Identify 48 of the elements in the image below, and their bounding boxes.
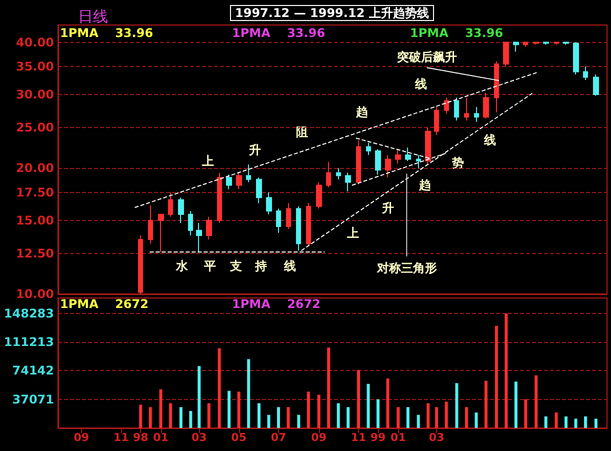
- annotation: 线: [483, 133, 496, 147]
- y-tick-label: 37071: [12, 392, 54, 406]
- x-tick-label: 11: [113, 431, 129, 444]
- annotation: 持: [254, 259, 267, 273]
- annotation: 升: [248, 143, 261, 157]
- chart-title: 1997.12 — 1999.12 上升趋势线: [235, 6, 429, 20]
- annotation: 上: [201, 154, 214, 168]
- annotation: 突破后飙升: [396, 50, 457, 64]
- y-tick-label: 10.00: [16, 287, 54, 301]
- annotation: 升: [381, 201, 394, 215]
- annotation: 上: [346, 226, 359, 240]
- annotation: 1PMA 33.96: [232, 26, 326, 40]
- x-tick-label: 98: [132, 431, 148, 444]
- annotation: 支: [229, 259, 242, 273]
- x-tick-label: 09: [311, 431, 326, 444]
- annotation: 对称三角形: [376, 261, 437, 275]
- annotation: 水: [175, 259, 189, 273]
- chart-subtitle: 日线: [78, 8, 108, 26]
- annotation: 趋: [355, 105, 368, 119]
- y-tick-label: 25.00: [16, 120, 54, 135]
- x-tick-label: 03: [191, 431, 207, 444]
- y-tick-label: 17.50: [16, 185, 54, 200]
- annotation: 1PMA 2672: [232, 297, 320, 311]
- y-tick-label: 12.50: [16, 246, 54, 260]
- x-tick-label: 09: [74, 431, 90, 444]
- y-tick-label: 35.00: [16, 60, 54, 74]
- x-tick-label: 99: [370, 431, 386, 444]
- x-tick-label: 01: [390, 431, 406, 444]
- y-tick-label: 74142: [12, 364, 54, 378]
- x-tick-label: 03: [428, 431, 444, 444]
- y-tick-label: 30.00: [16, 88, 54, 102]
- annotation: 1PMA 33.96: [60, 26, 154, 40]
- y-tick-label: 40.00: [16, 35, 54, 50]
- annotation: 1PMA 33.96: [410, 26, 504, 40]
- annotation: 线: [283, 259, 296, 273]
- x-tick-label: 07: [270, 431, 286, 444]
- annotation: 1PMA 2672: [60, 297, 148, 311]
- x-tick-label: 05: [231, 431, 246, 444]
- x-tick-label: 11: [350, 431, 366, 444]
- annotation: 平: [203, 259, 216, 273]
- y-tick-label: 15.00: [16, 213, 54, 228]
- annotation: 趋: [418, 178, 431, 192]
- annotation: 势: [451, 156, 464, 170]
- y-tick-label: 148283: [4, 306, 54, 320]
- x-tick-label: 01: [153, 431, 168, 444]
- annotation: 线: [414, 77, 427, 91]
- y-tick-label: 111213: [4, 334, 54, 349]
- y-tick-label: 20.00: [16, 161, 54, 176]
